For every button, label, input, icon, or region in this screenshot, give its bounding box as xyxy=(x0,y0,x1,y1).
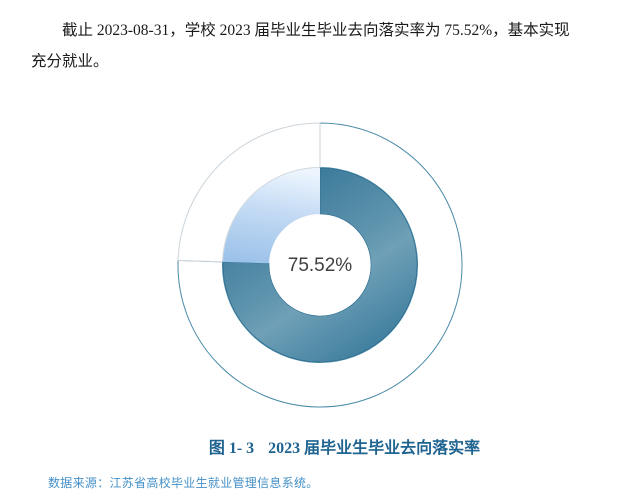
outer-ring-major-segment xyxy=(177,122,463,408)
document-page: 截止 2023-08-31，学校 2023 届毕业生毕业去向落实率为 75.52… xyxy=(0,15,643,494)
donut-chart-svg: 75.52% xyxy=(177,122,463,408)
donut-segment-major xyxy=(222,167,418,363)
donut-chart: 75.52% xyxy=(160,105,480,425)
data-source-note: 数据来源：江苏省高校毕业生就业管理信息系统。 xyxy=(48,476,319,490)
outer-ring-minor-segment xyxy=(177,122,321,263)
figure-caption-label: 图 1- 3 xyxy=(208,440,255,457)
intro-line-2: 充分就业。 xyxy=(31,53,109,70)
figure-caption-title: 2023 届毕业生毕业去向落实率 xyxy=(268,440,481,457)
intro-line-1: 截止 2023-08-31，学校 2023 届毕业生毕业去向落实率为 75.52… xyxy=(62,22,570,39)
intro-paragraph: 截止 2023-08-31，学校 2023 届毕业生毕业去向落实率为 75.52… xyxy=(31,15,612,77)
donut-center-label: 75.52% xyxy=(288,255,353,276)
donut-segment-minor xyxy=(223,168,320,264)
figure-caption: 图 1- 3 2023 届毕业生毕业去向落实率 xyxy=(23,434,643,458)
